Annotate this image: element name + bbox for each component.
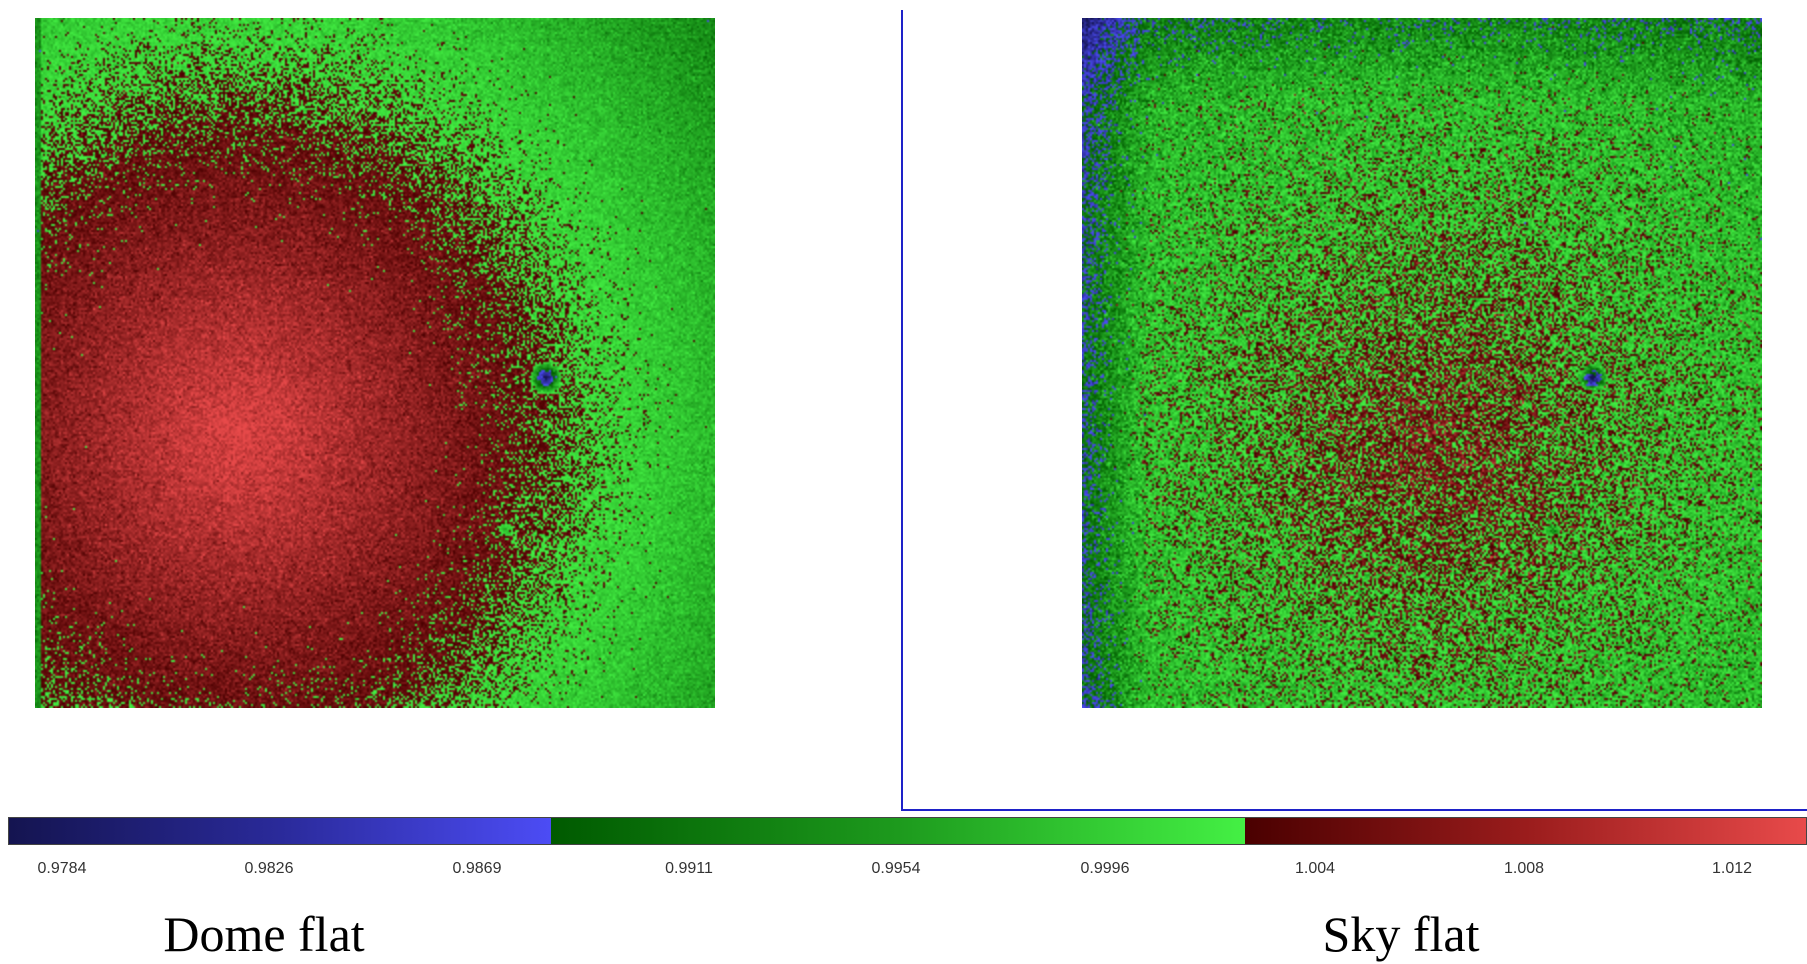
colorbar-green-segment — [551, 818, 1245, 844]
dome-flat-canvas — [35, 18, 715, 708]
dome-flat-image — [35, 18, 715, 708]
colorbar-tick: 0.9954 — [871, 860, 921, 877]
colorbar-tick: 1.012 — [1711, 860, 1753, 877]
sky-flat-image — [1082, 18, 1762, 708]
colorbar-blue-segment — [9, 818, 551, 844]
sky-flat-canvas — [1082, 18, 1762, 708]
colorbar-tick: 0.9826 — [244, 860, 294, 877]
colorbar-tick: 1.004 — [1294, 860, 1336, 877]
frame-line-vertical — [901, 10, 903, 811]
colorbar-red-segment — [1245, 818, 1806, 844]
colorbar-tick: 0.9869 — [452, 860, 502, 877]
colorbar-tick: 0.9911 — [665, 860, 713, 877]
frame-line-horizontal — [901, 809, 1807, 811]
colorbar — [8, 817, 1807, 845]
sky-flat-caption: Sky flat — [1322, 906, 1480, 962]
dome-flat-caption: Dome flat — [163, 906, 365, 962]
colorbar-tick: 1.008 — [1503, 860, 1545, 877]
colorbar-tick: 0.9996 — [1080, 860, 1130, 877]
colorbar-tick: 0.9784 — [37, 860, 87, 877]
